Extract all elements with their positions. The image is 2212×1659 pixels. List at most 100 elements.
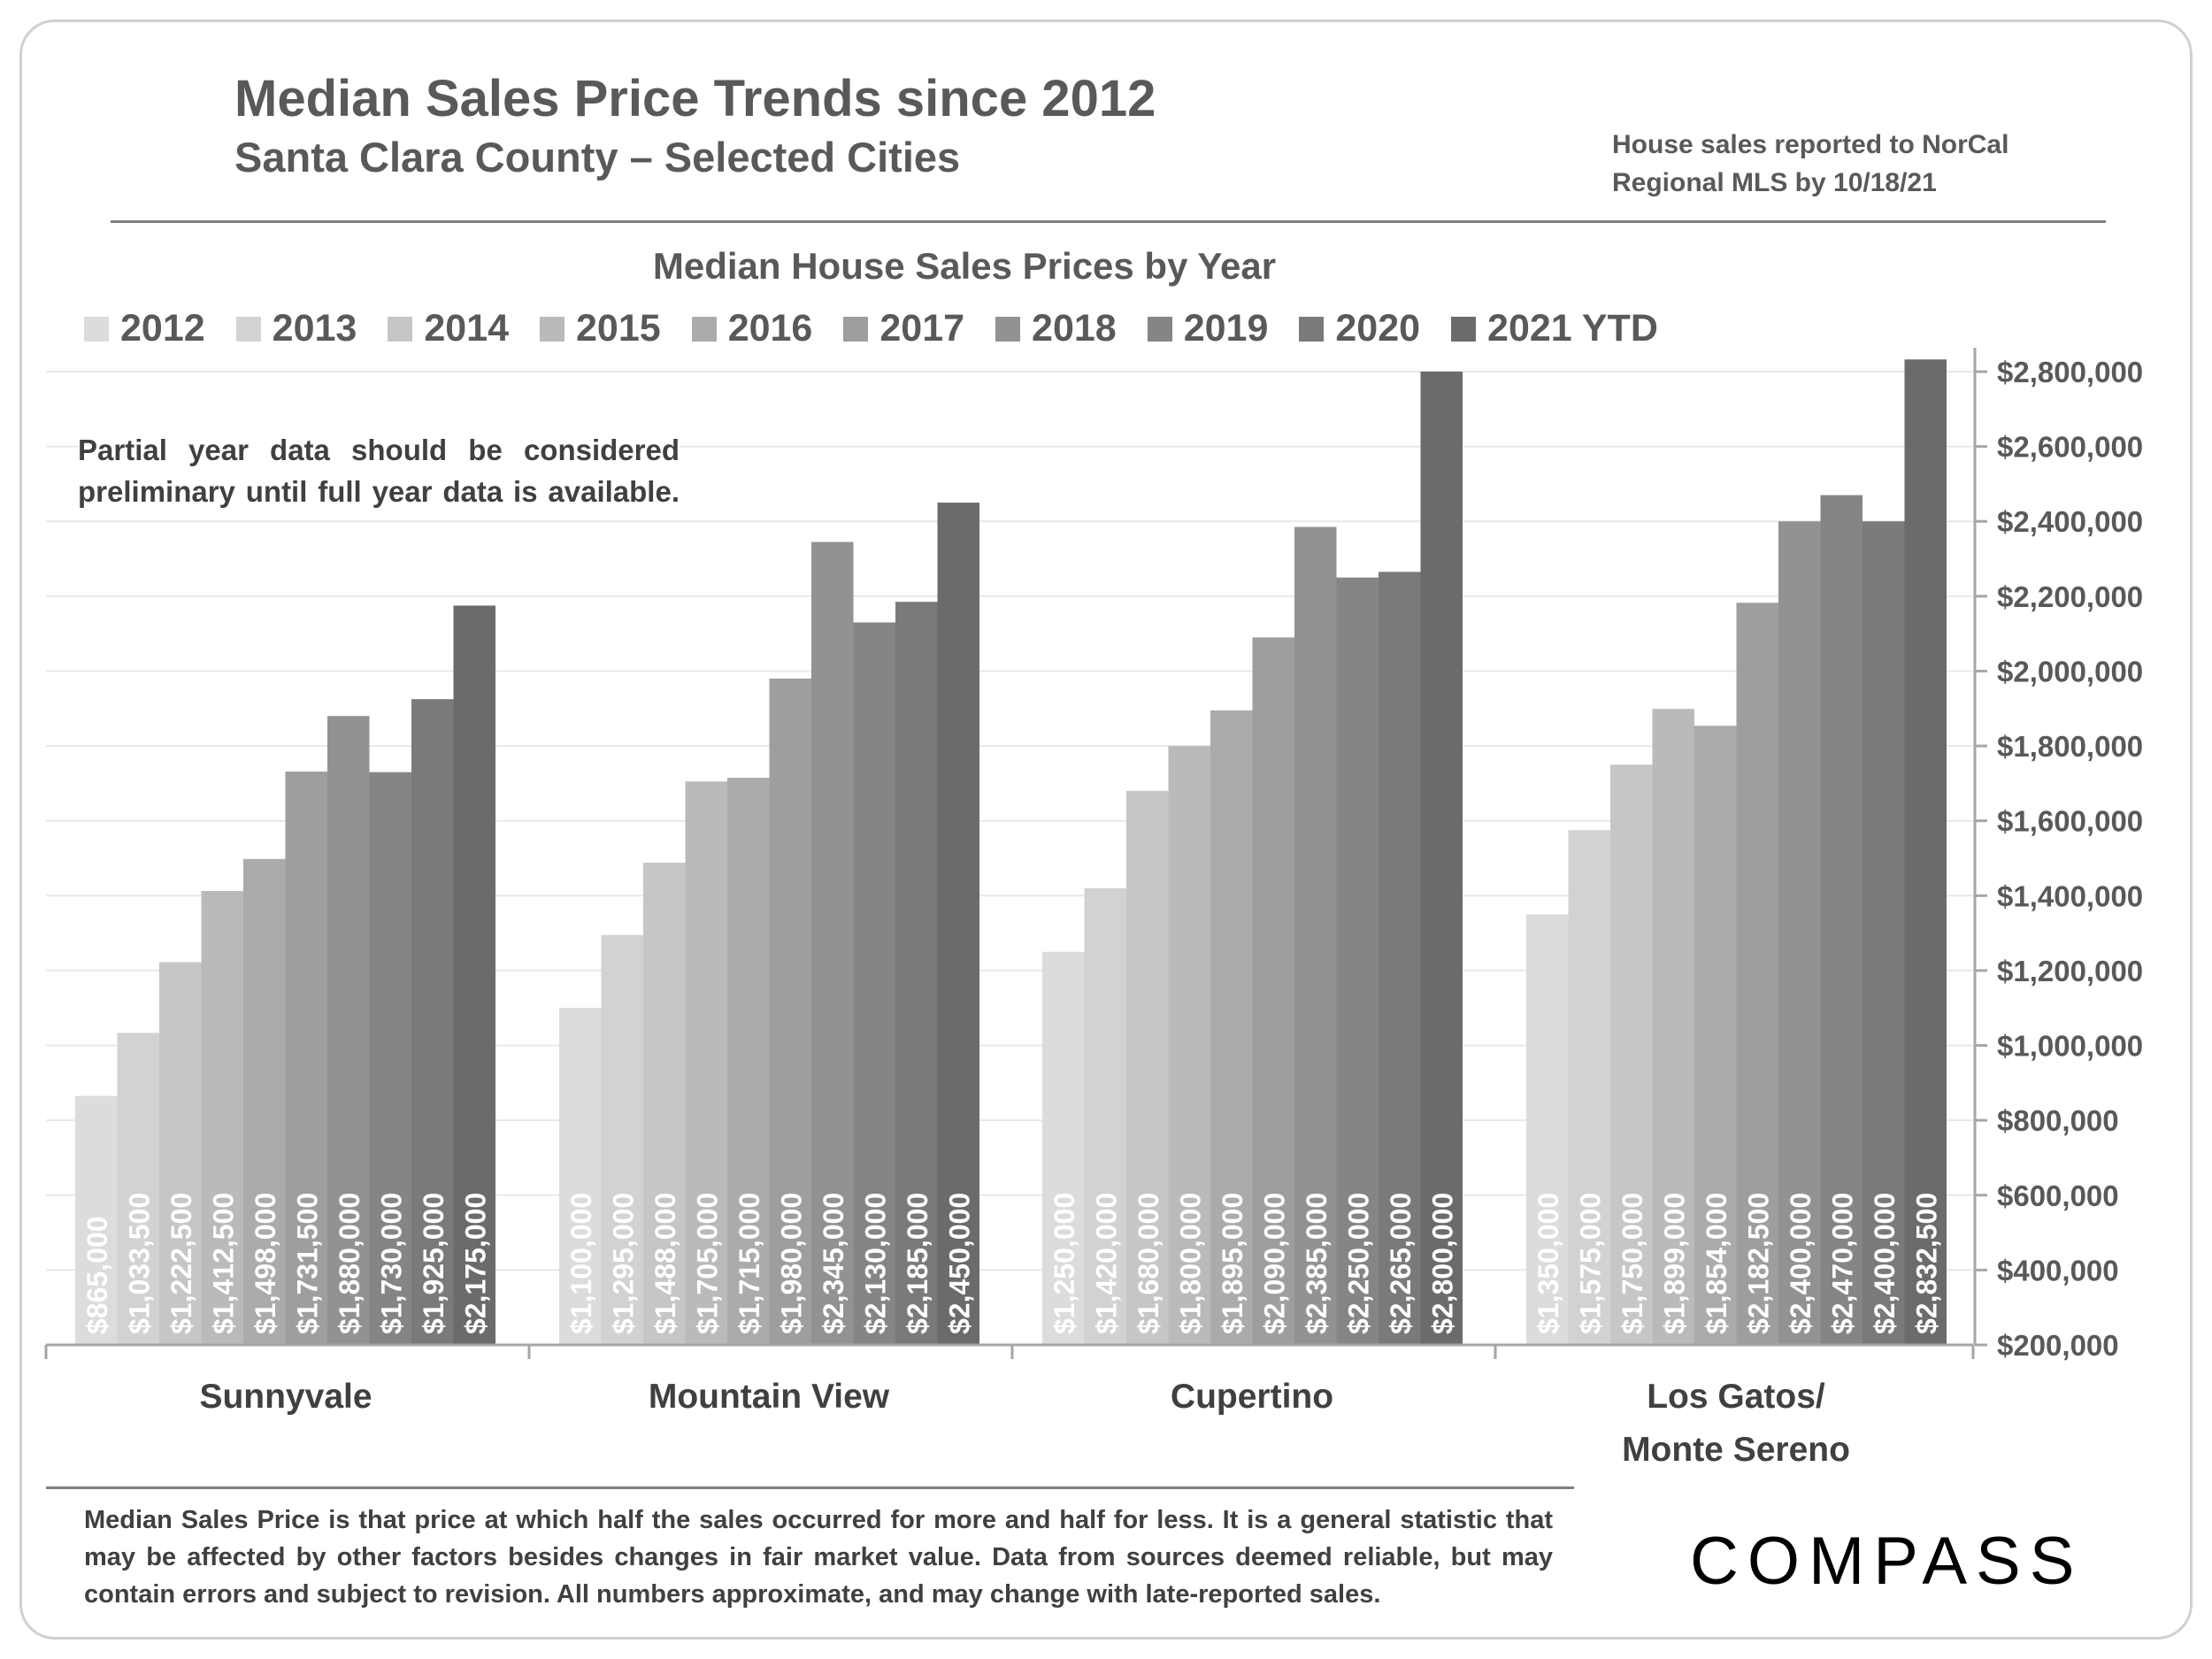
legend-swatch bbox=[1451, 316, 1477, 342]
y-tick-label: $2,200,000 bbox=[1997, 580, 2143, 613]
legend-label: 2015 bbox=[576, 307, 661, 349]
bar-2020-2 bbox=[1379, 572, 1421, 1345]
bar-2016-1 bbox=[727, 778, 770, 1345]
y-tick-label: $2,000,000 bbox=[1997, 655, 2143, 687]
city-label: Cupertino bbox=[1170, 1378, 1334, 1416]
bar-2021-ytd-3 bbox=[1904, 359, 1947, 1345]
bar-value-label: $1,100,000 bbox=[565, 1193, 597, 1334]
bar-value-label: $2,400,000 bbox=[1869, 1193, 1901, 1334]
page-title: Median Sales Price Trends since 2012 bbox=[234, 70, 1156, 127]
city-label: Los Gatos/Monte Sereno bbox=[1622, 1378, 1850, 1469]
bar-2015-2 bbox=[1168, 746, 1210, 1345]
legend-swatch bbox=[1147, 316, 1172, 342]
header-divider bbox=[111, 220, 2106, 223]
bar-value-label: $2,832,500 bbox=[1910, 1193, 1942, 1334]
legend-label: 2019 bbox=[1183, 307, 1269, 349]
legend-item: 2013 bbox=[235, 307, 357, 350]
bar-2013-0 bbox=[117, 1033, 159, 1345]
bar-2014-0 bbox=[159, 962, 202, 1345]
bar-value-label: $1,899,000 bbox=[1658, 1193, 1690, 1334]
bar-value-label: $1,750,000 bbox=[1617, 1193, 1648, 1334]
bar-value-label: $1,575,000 bbox=[1574, 1193, 1606, 1334]
y-tick-label: $400,000 bbox=[1997, 1254, 2119, 1286]
legend-item: 2021 YTD bbox=[1451, 307, 1658, 350]
bar-2019-1 bbox=[853, 622, 895, 1345]
bar-2015-3 bbox=[1652, 709, 1694, 1345]
bar-2020-3 bbox=[1863, 521, 1905, 1345]
bar-value-label: $1,730,000 bbox=[375, 1193, 407, 1334]
city-label: Mountain View bbox=[648, 1378, 890, 1416]
legend-item: 2018 bbox=[995, 307, 1117, 350]
y-tick-label: $200,000 bbox=[1997, 1329, 2119, 1362]
bar-value-label: $865,000 bbox=[81, 1217, 113, 1334]
y-tick-label: $2,400,000 bbox=[1997, 505, 2143, 538]
bar-2012-3 bbox=[1526, 914, 1569, 1345]
slide-frame bbox=[19, 19, 2193, 1640]
bar-value-label: $1,295,000 bbox=[607, 1193, 639, 1334]
bar-value-label: $2,470,000 bbox=[1826, 1193, 1858, 1334]
bar-value-label: $2,385,000 bbox=[1301, 1193, 1333, 1334]
legend-label: 2012 bbox=[120, 307, 205, 349]
bar-value-label: $1,420,000 bbox=[1090, 1193, 1122, 1334]
bar-2016-0 bbox=[243, 858, 286, 1345]
bar-value-label: $1,715,000 bbox=[733, 1193, 765, 1334]
bar-value-label: $1,680,000 bbox=[1133, 1193, 1164, 1334]
compass-logo-text: COMPASS bbox=[1690, 1524, 2083, 1599]
source-note: House sales reported to NorCal Regional … bbox=[1612, 130, 2009, 197]
bar-2018-3 bbox=[1778, 521, 1821, 1345]
bar-value-label: $2,800,000 bbox=[1426, 1193, 1458, 1334]
legend-swatch bbox=[995, 316, 1021, 342]
footer-divider bbox=[46, 1486, 1574, 1489]
bar-value-label: $1,033,500 bbox=[123, 1193, 155, 1334]
bar-2013-1 bbox=[601, 934, 643, 1345]
legend-swatch bbox=[388, 316, 413, 342]
legend-item: 2017 bbox=[843, 307, 964, 350]
bar-value-label: $1,222,500 bbox=[165, 1193, 197, 1334]
legend-label: 2018 bbox=[1032, 307, 1117, 349]
y-tick-label: $800,000 bbox=[1997, 1104, 2119, 1137]
y-tick-label: $1,400,000 bbox=[1997, 879, 2143, 912]
bar-value-label: $2,265,000 bbox=[1385, 1193, 1417, 1334]
legend-item: 2016 bbox=[691, 307, 812, 350]
bar-value-label: $2,400,000 bbox=[1785, 1193, 1816, 1334]
legend-item: 2019 bbox=[1147, 307, 1269, 350]
y-tick-label: $1,600,000 bbox=[1997, 805, 2143, 838]
bar-2013-3 bbox=[1568, 830, 1610, 1345]
legend-swatch bbox=[540, 316, 565, 342]
y-tick-label: $1,800,000 bbox=[1997, 730, 2143, 763]
bar-2012-0 bbox=[75, 1095, 118, 1345]
y-tick-label: $600,000 bbox=[1997, 1179, 2119, 1212]
chart-title: Median House Sales Prices by Year bbox=[652, 245, 1277, 287]
y-tick-label: $1,000,000 bbox=[1997, 1030, 2143, 1063]
bar-2018-1 bbox=[811, 541, 854, 1345]
bar-2017-3 bbox=[1736, 603, 1778, 1345]
y-tick-label: $1,200,000 bbox=[1997, 955, 2143, 987]
bar-2016-3 bbox=[1694, 726, 1737, 1345]
bar-2021-ytd-2 bbox=[1420, 372, 1463, 1345]
bar-value-label: $1,925,000 bbox=[418, 1193, 449, 1334]
bar-2013-2 bbox=[1084, 887, 1126, 1345]
bar-value-label: $2,450,000 bbox=[943, 1193, 975, 1334]
bar-value-label: $2,175,000 bbox=[459, 1193, 491, 1334]
bar-2020-1 bbox=[895, 602, 938, 1345]
page-subtitle: Santa Clara County – Selected Cities bbox=[234, 134, 961, 180]
bar-value-label: $1,731,500 bbox=[291, 1193, 323, 1334]
compass-logo: COMPASS bbox=[1690, 1524, 2083, 1599]
legend-item: 2020 bbox=[1299, 307, 1420, 350]
bar-2014-2 bbox=[1126, 790, 1169, 1345]
legend-item: 2015 bbox=[540, 307, 661, 350]
legend-swatch bbox=[1299, 316, 1325, 342]
bar-value-label: $2,090,000 bbox=[1258, 1193, 1290, 1334]
legend-swatch bbox=[843, 316, 869, 342]
bar-2018-2 bbox=[1294, 526, 1337, 1345]
bar-2012-2 bbox=[1042, 951, 1085, 1345]
bar-value-label: $1,980,000 bbox=[775, 1193, 807, 1334]
bar-value-label: $2,185,000 bbox=[902, 1193, 933, 1334]
bar-value-label: $2,182,500 bbox=[1742, 1193, 1774, 1334]
legend-label: 2013 bbox=[272, 307, 357, 349]
bar-2019-0 bbox=[369, 772, 411, 1345]
legend-label: 2021 YTD bbox=[1487, 307, 1658, 349]
bar-value-label: $2,345,000 bbox=[818, 1193, 849, 1334]
bar-2020-0 bbox=[411, 699, 454, 1345]
legend-swatch bbox=[84, 316, 109, 342]
